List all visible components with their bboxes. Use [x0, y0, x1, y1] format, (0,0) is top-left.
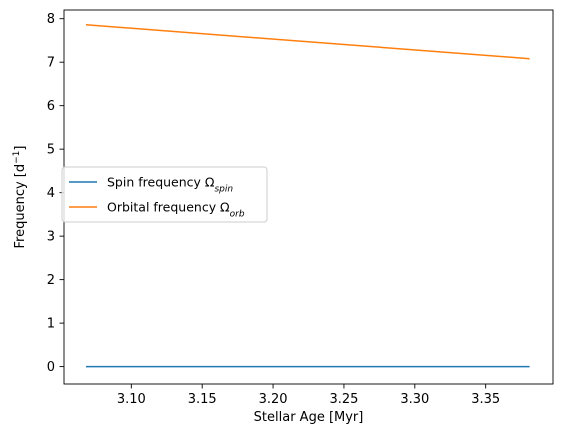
y-tick-label: 3 — [47, 230, 55, 245]
y-axis-label-prefix: Frequency [d — [13, 164, 28, 249]
x-tick-label: 3.10 — [117, 392, 146, 407]
y-tick-label: 4 — [47, 186, 55, 201]
series-layer — [85, 24, 530, 368]
legend-label-orb: Orbital frequency Ωorb — [107, 200, 245, 220]
legend-entries: Spin frequency Ωspin Orbital frequency Ωo… — [69, 175, 245, 220]
y-tick-label: 0 — [47, 360, 55, 375]
y-tick-label: 5 — [47, 143, 55, 158]
x-axis-label: Stellar Age [Myr] — [254, 410, 364, 425]
series-line-orb — [85, 24, 530, 60]
x-tick-label: 3.20 — [259, 392, 288, 407]
x-tick-label: 3.15 — [188, 392, 217, 407]
y-axis-label-suffix: ] — [13, 146, 28, 151]
y-tick-label: 2 — [47, 273, 55, 288]
x-tick-label: 3.35 — [471, 392, 500, 407]
y-axis-label-exponent: −1 — [12, 151, 22, 164]
y-axis: 0 1 2 3 4 5 6 7 8 — [47, 12, 64, 375]
y-axis-label: Frequency [d−1] — [12, 146, 28, 249]
legend-label-spin: Spin frequency Ωspin — [107, 175, 233, 195]
x-tick-label: 3.30 — [400, 392, 429, 407]
y-tick-label: 6 — [47, 99, 55, 114]
y-tick-label: 7 — [47, 56, 55, 71]
legend-box — [61, 166, 268, 223]
y-tick-label: 8 — [47, 12, 55, 27]
y-tick-label: 1 — [47, 317, 55, 332]
x-axis: 3.10 3.15 3.20 3.25 3.30 3.35 — [117, 384, 500, 407]
x-tick-label: 3.25 — [329, 392, 358, 407]
legend: Spin frequency Ωspin Orbital frequency Ωo… — [61, 166, 268, 223]
